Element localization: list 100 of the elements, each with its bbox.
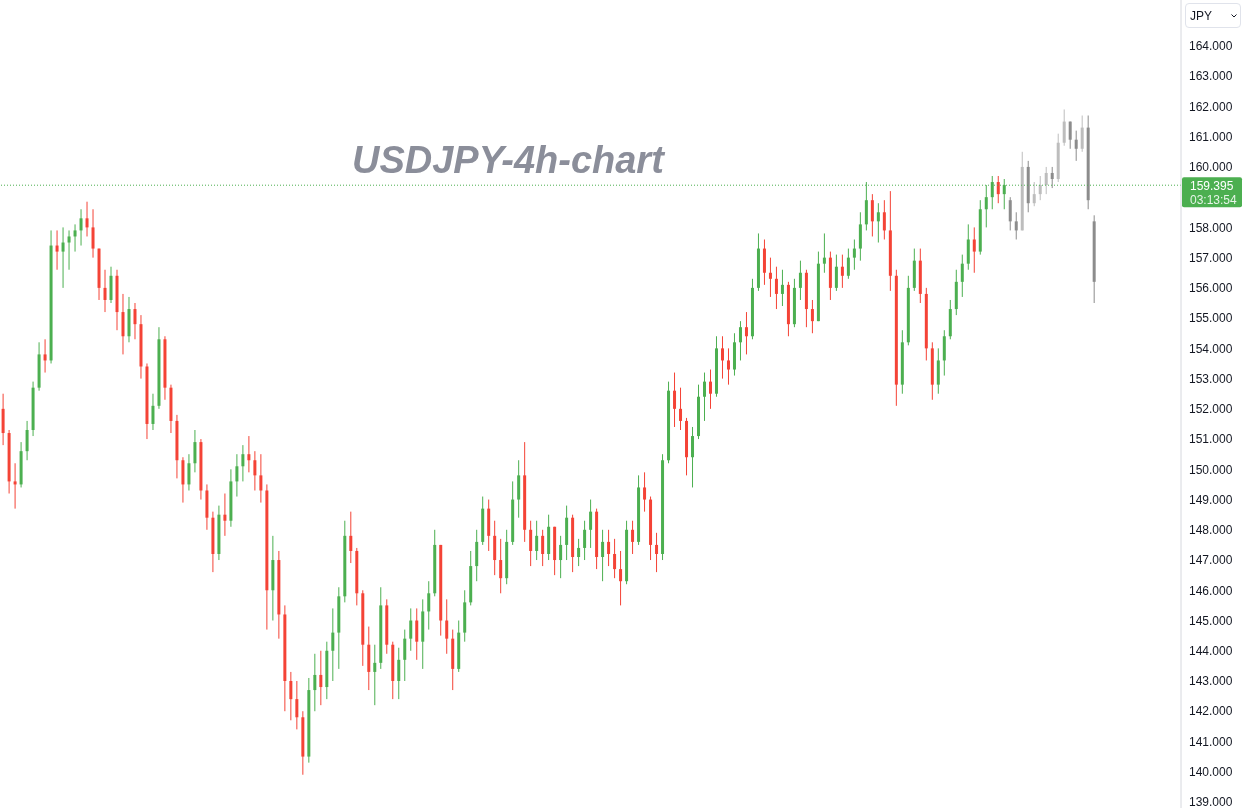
candlestick [852,239,856,271]
candlestick [960,254,964,298]
candlestick [187,453,191,491]
candlestick [589,499,593,549]
candlestick [619,550,623,606]
candlestick [726,347,730,386]
candlestick [655,532,659,573]
candlestick [403,629,407,682]
y-tick-label: 148.000 [1189,523,1233,538]
candlestick [499,538,503,594]
candlestick [91,208,95,259]
candlestick [1008,196,1012,231]
candlestick [397,647,401,700]
candlestick [798,260,802,301]
y-tick-label: 158.000 [1189,220,1233,235]
y-tick-label: 154.000 [1189,341,1233,356]
candlestick [1050,166,1054,189]
ref-line-label: 159.395 [1190,179,1234,194]
candlestick [840,254,844,289]
y-tick-label: 162.000 [1189,99,1233,114]
candlestick [13,462,17,510]
candlestick [768,257,772,298]
candlestick [529,520,533,567]
candlestick [541,529,545,567]
candlestick [744,311,748,355]
candlestick [822,232,826,274]
y-tick-label: 151.000 [1189,432,1233,447]
y-tick-label: 161.000 [1189,129,1233,144]
candlestick [601,529,605,582]
candlestick [972,226,976,274]
candlestick [445,598,449,655]
y-tick-label: 147.000 [1189,553,1233,568]
y-tick-label: 152.000 [1189,402,1233,417]
candlestick [846,248,850,280]
candlestick [1038,175,1042,201]
y-tick-label: 153.000 [1189,371,1233,386]
candlestick [810,299,814,334]
candlestick [427,580,431,631]
candlestick [1044,166,1048,195]
candlestick [409,607,413,652]
candlestick [241,444,245,482]
candlestick [223,493,227,537]
candlestick [289,671,293,721]
y-axis-title: JPY [1190,9,1213,23]
text: 03:13:54 [1190,193,1238,208]
candlestick [349,511,353,564]
candlestick [1068,121,1072,150]
candlestick [319,650,323,706]
dropdown: JPY [1185,3,1241,28]
candlestick [1080,115,1084,153]
candlestick [1074,130,1078,162]
candlestick [253,450,257,491]
candlestick [67,229,71,271]
y-tick-label: 146.000 [1189,583,1233,598]
candlestick [631,520,635,555]
candlestick [331,607,335,682]
candlestick [133,302,137,340]
candlestick [1062,108,1066,147]
y-tick-label: 143.000 [1189,674,1233,689]
candlestick [780,269,784,307]
candlestick [43,338,47,374]
y-tick-label: 142.000 [1189,704,1233,719]
candlestick [103,269,107,313]
candlestick [1014,211,1018,240]
candlestick [996,175,1000,204]
y-tick-label: 144.000 [1189,644,1233,659]
candlestick [151,393,155,431]
y-tick-label: 160.000 [1189,160,1233,175]
y-tick-label: 150.000 [1189,462,1233,477]
y-tick-label: 145.000 [1189,613,1233,628]
candlestick [1032,181,1036,207]
y-tick-label: 155.000 [1189,311,1233,326]
candlestick [870,193,874,237]
candlestick [415,607,419,661]
y-tick-label: 141.000 [1189,734,1233,749]
candlestick [673,372,677,428]
y-tick-label: 157.000 [1189,250,1233,265]
candlestick [25,420,29,461]
y-tick-label: 156.000 [1189,281,1233,296]
candlestick [709,369,712,410]
candlestick [774,266,778,310]
candlestick [259,453,263,504]
candlestick [607,529,611,567]
candlestick [247,435,251,473]
y-tick-label: 149.000 [1189,492,1233,507]
candlestick [193,429,197,473]
candlestick [691,426,695,488]
candlestick [703,372,707,422]
candlestick [643,471,647,513]
candlestick [738,320,742,361]
candlestick [720,335,724,380]
candlestick [295,680,299,730]
candlestick [876,202,880,244]
candlestick [834,254,838,292]
y-tick-label: 140.000 [1189,764,1233,779]
candlestick [85,201,89,237]
candlestick [882,199,886,240]
y-tick-label: 164.000 [1189,39,1233,54]
candlestick [679,387,683,431]
candlestick [613,538,617,579]
